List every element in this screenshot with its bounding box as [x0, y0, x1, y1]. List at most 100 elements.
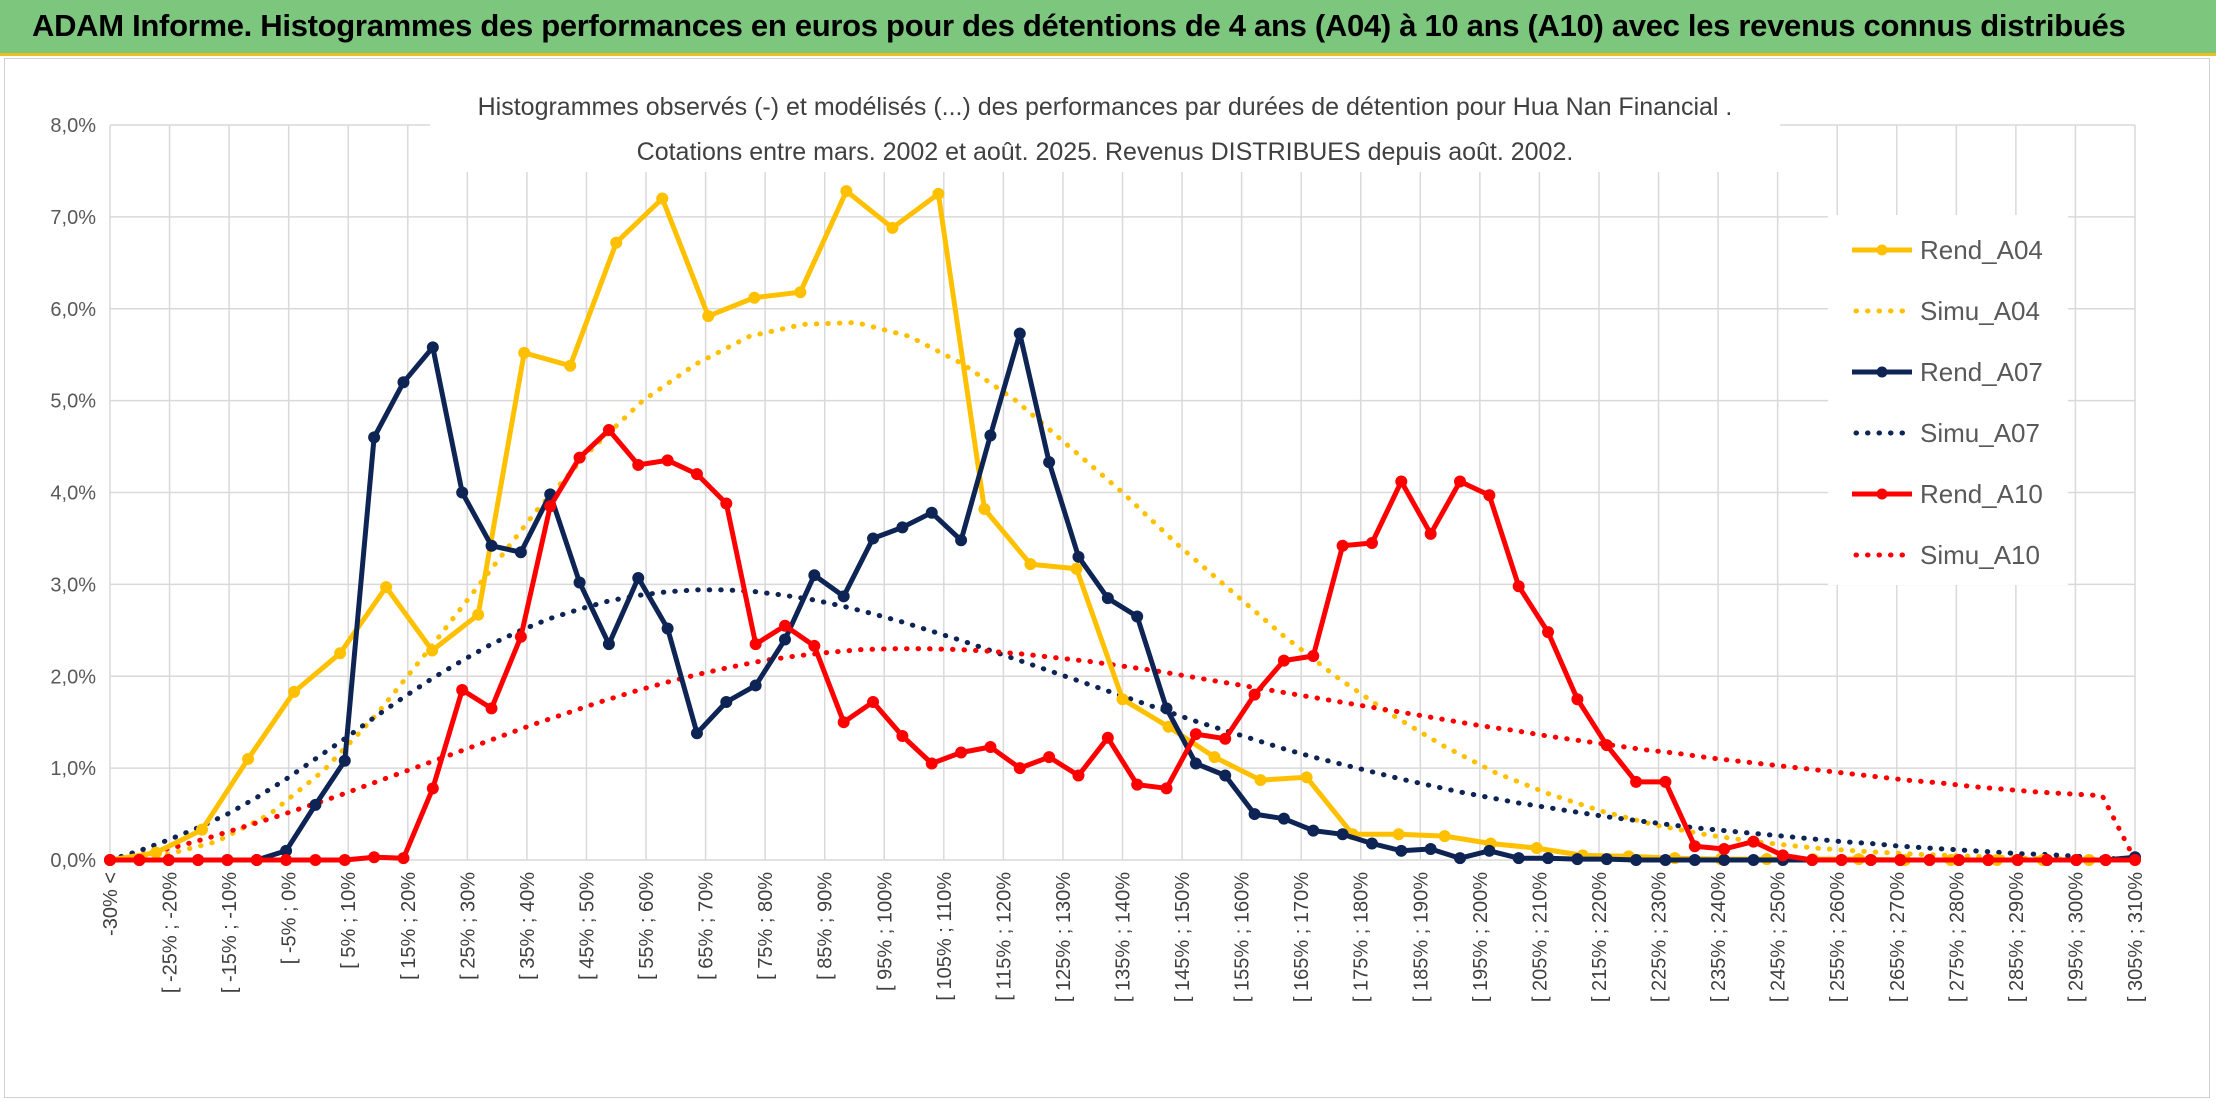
- rend-a10-point: [1776, 849, 1789, 862]
- rend-a10-point: [1659, 775, 1672, 788]
- rend-a04-point: [886, 221, 899, 234]
- rend-a10-point: [456, 684, 469, 697]
- rend-a07-point: [1189, 757, 1202, 770]
- report-title: ADAM Informe. Histogrammes des performan…: [32, 8, 2126, 43]
- x-tick-label: [ 75% ; 80%: [755, 872, 777, 980]
- rend-a10-point: [1835, 854, 1848, 866]
- simu-a04-line: [107, 319, 2138, 863]
- x-tick-label: [ 275% ; 280%: [1946, 872, 1968, 1002]
- rend-a07-point: [984, 429, 997, 442]
- rend-a04-point: [1438, 830, 1451, 843]
- rend-a07-point: [1101, 592, 1114, 605]
- rend-a10-point: [368, 851, 381, 864]
- rend-a10-point: [720, 497, 733, 510]
- legend-label-rend-a10: Rend_A10: [1920, 479, 2043, 509]
- rend-a10-point: [280, 854, 293, 866]
- rend-a07-point: [1277, 812, 1290, 825]
- rend-a10-point: [192, 854, 205, 866]
- x-tick-label: [ 185% ; 190%: [1410, 872, 1432, 1002]
- rend-a07-point: [1131, 610, 1144, 623]
- rend-a10-point: [1336, 539, 1349, 552]
- rend-a07-point: [1072, 550, 1085, 563]
- rend-a10-point: [955, 746, 968, 759]
- rend-a10-point: [1718, 842, 1731, 855]
- rend-a10-point: [779, 619, 791, 632]
- rend-a10-point: [485, 702, 498, 715]
- y-tick-label: 3,0%: [50, 574, 96, 596]
- chart-title-line1: Histogrammes observés (-) et modélisés (…: [478, 93, 1733, 121]
- x-tick-label: [ 15% ; 20%: [398, 872, 420, 980]
- rend-a07-point: [1365, 837, 1378, 850]
- rend-a10-point: [2040, 854, 2053, 866]
- rend-a07-point: [1248, 808, 1261, 821]
- x-tick-label: [ -15% ; -10%: [219, 872, 241, 993]
- rend-a10-point: [2099, 854, 2112, 866]
- rend-a10-point: [1806, 854, 1819, 866]
- y-tick-label: 5,0%: [50, 391, 96, 413]
- rend-a07-point: [602, 638, 615, 651]
- rend-a10-point: [1013, 762, 1026, 775]
- rend-a07-point: [573, 576, 586, 589]
- rend-a10-point: [1982, 854, 1995, 866]
- rend-a04-point: [1254, 774, 1267, 787]
- rend-a10-point: [1923, 854, 1936, 866]
- rend-a10-point: [837, 716, 850, 729]
- rend-a10-point: [1952, 854, 1965, 866]
- rend-a04-point: [150, 846, 163, 859]
- rend-a10-point: [514, 630, 527, 643]
- rend-a10-point: [1747, 835, 1760, 848]
- x-tick-label: [ 105% ; 110%: [934, 872, 956, 1001]
- rend-a07-point: [1512, 852, 1525, 865]
- rend-a10-point: [867, 695, 880, 708]
- x-tick-label: [ 115% ; 120%: [993, 872, 1015, 1001]
- rend-a07-point: [485, 539, 498, 552]
- rend-a04-point: [1300, 771, 1313, 784]
- x-tick-label: [ 125% ; 130%: [1053, 872, 1075, 1002]
- rend-a10-point: [221, 854, 234, 866]
- rend-a10-point: [1248, 688, 1261, 701]
- rend-a10-point: [1542, 626, 1555, 639]
- rend-a04-point: [978, 503, 991, 516]
- rend-a07-point: [1571, 853, 1584, 866]
- legend-marker-rend-a04: [1876, 244, 1888, 256]
- x-tick-label: [ 65% ; 70%: [696, 872, 718, 980]
- legend-label-rend-a04: Rend_A04: [1920, 235, 2043, 265]
- rend-a10-point: [1043, 751, 1056, 764]
- rend-a10-point: [984, 740, 997, 753]
- rend-a04-point: [1070, 562, 1083, 575]
- rend-a04-point: [610, 236, 623, 249]
- rend-a07-point: [426, 341, 439, 354]
- x-tick-label: [ 35% ; 40%: [517, 872, 539, 980]
- rend-a04-point: [656, 192, 669, 205]
- rend-a07-point: [1630, 854, 1643, 866]
- rend-a07-point: [1483, 844, 1496, 857]
- x-tick-label: [ 85% ; 90%: [815, 872, 837, 980]
- rend-a04-point: [1530, 842, 1543, 855]
- rend-a07-point: [1043, 456, 1056, 469]
- rend-a10-point: [1101, 731, 1114, 744]
- rend-a10-line: [110, 427, 2135, 863]
- chart-frame: [4, 58, 2210, 1098]
- rend-a10-point: [250, 854, 263, 866]
- x-tick-label: [ 255% ; 260%: [1827, 872, 1849, 1002]
- rend-a10-point: [162, 854, 175, 866]
- x-tick-label: [ 145% ; 150%: [1172, 872, 1194, 1002]
- rend-a07-point: [338, 754, 351, 767]
- legend-background: [1828, 215, 2068, 585]
- x-tick-label: [ 245% ; 250%: [1768, 872, 1790, 1002]
- x-tick-label: [ -25% ; -20%: [160, 872, 182, 993]
- rend-a10-point: [2011, 854, 2024, 866]
- rend-a07-point: [1542, 852, 1555, 865]
- rend-a10-point: [632, 458, 645, 471]
- rend-a07-point: [808, 569, 821, 582]
- rend-a04-point: [1392, 828, 1405, 841]
- legend-label-rend-a07: Rend_A07: [1920, 357, 2043, 387]
- rend-a10-point: [1189, 728, 1202, 741]
- rend-a07-point: [1160, 702, 1173, 715]
- rend-a04-point: [702, 310, 715, 323]
- x-tick-label: [ 295% ; 300%: [2065, 872, 2087, 1002]
- y-tick-label: 8,0%: [50, 115, 96, 137]
- rend-a10-point: [1131, 778, 1144, 791]
- y-tick-label: 1,0%: [50, 758, 96, 780]
- rend-a10-point: [1219, 732, 1232, 745]
